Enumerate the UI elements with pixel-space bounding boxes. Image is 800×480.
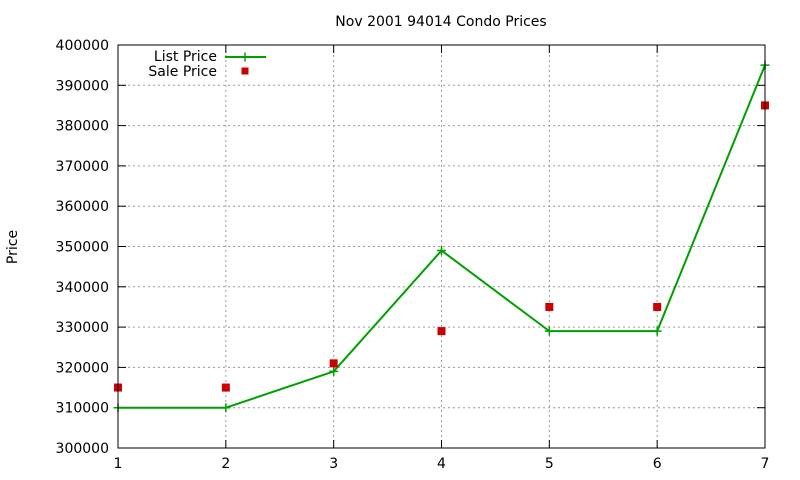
- point-sale-price: [221, 383, 230, 392]
- y-tick-label: 330000: [56, 320, 109, 336]
- plot-frame: [117, 44, 766, 449]
- point-sale-price: [329, 359, 338, 368]
- y-tick-label: 380000: [56, 119, 109, 135]
- chart-title: Nov 2001 94014 Condo Prices: [335, 14, 546, 30]
- x-tick-label: 6: [653, 456, 662, 472]
- legend-label-list-price: List Price: [154, 49, 217, 65]
- y-tick-label: 350000: [56, 240, 109, 256]
- x-tick-label: 1: [114, 456, 123, 472]
- x-tick-label: 2: [221, 456, 230, 472]
- x-tick-label: 7: [761, 456, 770, 472]
- point-list-price: [544, 326, 554, 336]
- y-axis-ticks: 300000 310000 320000 330000 340000 350000 3600…: [56, 38, 765, 457]
- legend-label-sale-price: Sale Price: [148, 64, 217, 80]
- y-tick-label: 400000: [56, 38, 109, 54]
- x-tick-label: 5: [545, 456, 554, 472]
- y-tick-label: 300000: [56, 441, 109, 457]
- legend: List Price Sale Price: [148, 49, 266, 80]
- y-tick-label: 320000: [56, 360, 109, 376]
- y-tick-label: 390000: [56, 78, 109, 94]
- point-sale-price: [653, 302, 662, 311]
- point-sale-price: [545, 302, 554, 311]
- y-tick-label: 310000: [56, 401, 109, 417]
- point-list-price: [221, 403, 231, 413]
- y-tick-label: 340000: [56, 280, 109, 296]
- point-list-price: [652, 326, 662, 336]
- y-tick-label: 370000: [56, 159, 109, 175]
- x-tick-label: 4: [437, 456, 446, 472]
- y-tick-label: 360000: [56, 199, 109, 215]
- legend-marker-sale-price: [241, 67, 249, 75]
- y-axis-label: Price: [5, 230, 21, 264]
- point-list-price: [437, 246, 446, 256]
- x-axis-ticks: 1 2 3 4 5 6 7: [114, 45, 770, 472]
- point-sale-price: [437, 327, 446, 336]
- point-list-price: [329, 366, 339, 376]
- x-tick-label: 3: [329, 456, 338, 472]
- legend-marker-list-price: [240, 52, 250, 62]
